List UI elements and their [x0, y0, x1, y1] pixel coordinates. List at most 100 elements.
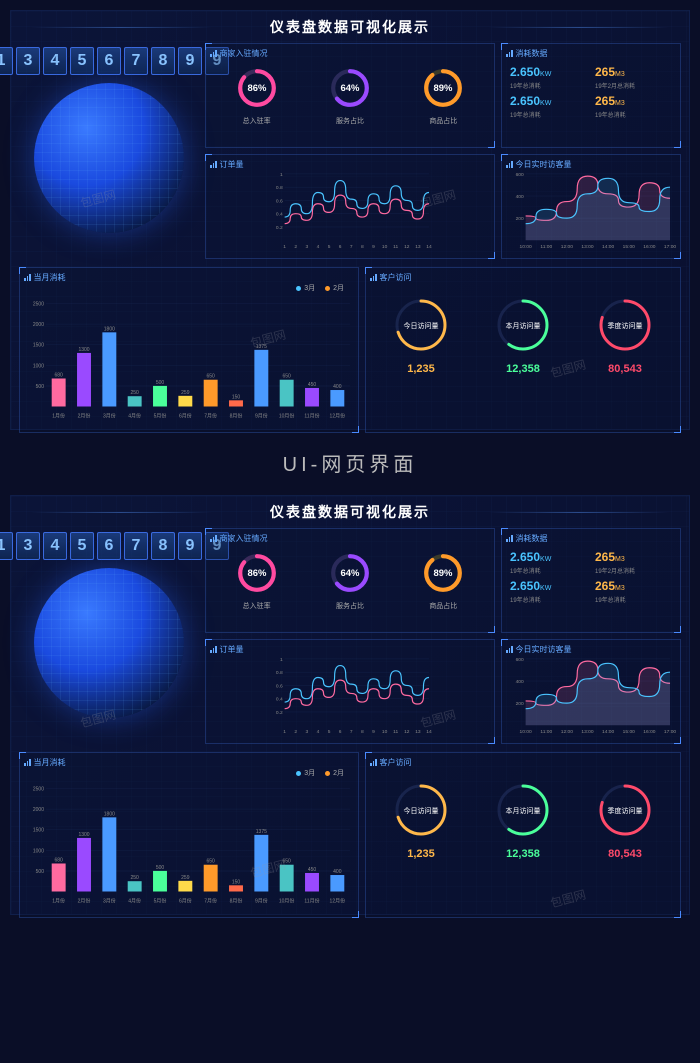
visitors-title: 客户访问: [370, 757, 676, 768]
digit: 5: [70, 47, 94, 75]
svg-text:5月份: 5月份: [154, 898, 167, 905]
consumption-title: 消耗数据: [506, 48, 676, 59]
monthly-title: 当月消耗: [24, 272, 354, 283]
panel-title-text: 客户访问: [380, 757, 412, 768]
svg-text:2500: 2500: [33, 787, 44, 793]
consumption-item: 2.650KW 19年总消耗: [510, 92, 587, 119]
svg-text:12: 12: [404, 729, 410, 735]
donut-label: 服务占比: [329, 601, 371, 611]
svg-text:650: 650: [282, 859, 291, 865]
svg-text:17:00: 17:00: [664, 729, 676, 735]
bars-icon: [24, 274, 31, 281]
consumption-panel: 消耗数据 2.650KW 19年总消耗 265M3 19年2月总消耗 2.650…: [501, 528, 681, 633]
svg-text:10:00: 10:00: [520, 244, 532, 250]
donut-label: 商品占比: [422, 601, 464, 611]
svg-text:64%: 64%: [341, 568, 360, 579]
svg-text:1: 1: [280, 172, 283, 178]
realtime-title: 今日实时访客量: [506, 644, 676, 655]
svg-text:6月份: 6月份: [179, 413, 192, 420]
panel-title-text: 客户访问: [380, 272, 412, 283]
donut-gauge: 89% 商品占比: [422, 552, 464, 611]
consumption-sub: 19年2月总消耗: [595, 566, 672, 575]
svg-text:89%: 89%: [434, 568, 453, 579]
svg-text:0.4: 0.4: [276, 212, 283, 218]
page-caption: UI-网页界面: [0, 448, 700, 477]
svg-text:9月份: 9月份: [255, 413, 268, 420]
panel-title-text: 消耗数据: [516, 533, 548, 544]
line-chart: 20040060010:0011:0012:0013:0014:0015:001…: [506, 655, 676, 735]
dashboard: 仪表盘数据可视化展示 商家入驻情况 86% 总入驻率 64% 服务占比 89% …: [10, 495, 690, 915]
digit: 8: [151, 47, 175, 75]
svg-text:1800: 1800: [104, 326, 115, 332]
svg-text:1月份: 1月份: [52, 413, 65, 420]
svg-text:10月份: 10月份: [279, 413, 295, 420]
svg-text:11: 11: [393, 729, 398, 735]
globe-icon: [34, 83, 184, 233]
svg-text:450: 450: [308, 867, 317, 873]
visitor-ring: 季度访问量 80,543: [595, 780, 655, 860]
svg-text:1: 1: [283, 729, 286, 735]
svg-text:0.6: 0.6: [276, 683, 283, 689]
monthly-panel: 当月消耗 3月2月 50010001500200025006801月份13002…: [19, 267, 359, 433]
panel-title-text: 当月消耗: [34, 272, 66, 283]
visitors-panel: 客户访问 今日访问量 1,235 本月访问量 12,358 季度访问量 80,5…: [365, 752, 681, 918]
bars-icon: [506, 50, 513, 57]
donut-gauge: 64% 服务占比: [329, 67, 371, 126]
consumption-sub: 19年总消耗: [510, 81, 587, 90]
visitor-value: 80,543: [595, 363, 655, 375]
svg-text:12月份: 12月份: [330, 898, 346, 905]
svg-text:2000: 2000: [33, 322, 44, 328]
consumption-sub: 19年总消耗: [595, 595, 672, 604]
svg-text:10: 10: [382, 244, 388, 250]
donut-label: 服务占比: [329, 116, 371, 126]
consumption-unit: M3: [615, 556, 625, 563]
svg-text:13: 13: [415, 729, 421, 735]
panel-title-text: 订单量: [220, 644, 244, 655]
center-column: 134567899: [19, 43, 199, 259]
panel-title-text: 今日实时访客量: [516, 644, 572, 655]
consumption-value: 2.650: [510, 65, 540, 79]
svg-text:1375: 1375: [256, 344, 267, 350]
visitor-ring: 本月访问量 12,358: [493, 295, 553, 375]
bars-icon: [506, 535, 513, 542]
svg-text:10: 10: [382, 729, 388, 735]
orders-title: 订单量: [210, 644, 490, 655]
svg-text:4: 4: [317, 244, 320, 250]
svg-text:400: 400: [333, 384, 342, 390]
line-chart: 0.20.40.60.811234567891011121314: [210, 170, 490, 250]
svg-text:12: 12: [404, 244, 410, 250]
svg-text:15:00: 15:00: [623, 244, 635, 250]
svg-text:11:00: 11:00: [540, 729, 552, 735]
bars-icon: [24, 759, 31, 766]
svg-text:600: 600: [516, 172, 524, 178]
consumption-value: 265: [595, 65, 615, 79]
consumption-value: 2.650: [510, 94, 540, 108]
svg-text:0.2: 0.2: [276, 225, 283, 231]
svg-text:12:00: 12:00: [561, 729, 573, 735]
svg-text:6: 6: [339, 244, 342, 250]
svg-text:650: 650: [206, 859, 215, 865]
digit: 3: [16, 532, 40, 560]
svg-text:2000: 2000: [33, 807, 44, 813]
legend-item: 2月: [325, 283, 344, 293]
svg-text:150: 150: [232, 879, 241, 885]
visitor-value: 1,235: [391, 848, 451, 860]
consumption-sub: 19年总消耗: [510, 595, 587, 604]
svg-text:11:00: 11:00: [540, 244, 552, 250]
legend: 3月2月: [24, 768, 354, 778]
svg-text:64%: 64%: [341, 83, 360, 94]
visitors-title: 客户访问: [370, 272, 676, 283]
svg-text:200: 200: [516, 216, 524, 222]
digit: 7: [124, 47, 148, 75]
digit: 3: [16, 47, 40, 75]
svg-text:5: 5: [328, 729, 331, 735]
consumption-panel: 消耗数据 2.650KW 19年总消耗 265M3 19年2月总消耗 2.650…: [501, 43, 681, 148]
consumption-item: 2.650KW 19年总消耗: [510, 548, 587, 575]
visitor-ring: 季度访问量 80,543: [595, 295, 655, 375]
svg-text:1300: 1300: [78, 347, 89, 353]
svg-text:5: 5: [328, 244, 331, 250]
svg-text:600: 600: [516, 657, 524, 663]
svg-text:11月份: 11月份: [304, 413, 319, 420]
svg-text:400: 400: [333, 869, 342, 875]
dashboard-title: 仪表盘数据可视化展示: [11, 11, 689, 43]
